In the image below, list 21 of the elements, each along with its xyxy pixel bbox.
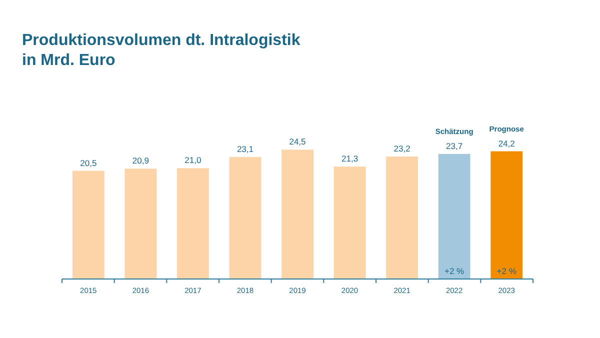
- bar: [177, 168, 209, 279]
- chart-title: Produktionsvolumen dt. Intralogistik in Mrd. Euro: [22, 32, 300, 69]
- bar: [229, 157, 262, 279]
- bar: [72, 170, 104, 279]
- bar: [490, 151, 523, 279]
- data-label: 21,3: [342, 154, 358, 164]
- data-label: 20,9: [132, 156, 150, 166]
- bar: [438, 154, 470, 279]
- bar: [334, 166, 366, 279]
- bar: [282, 150, 314, 279]
- data-label: 20,5: [80, 158, 97, 168]
- bar: [386, 156, 418, 279]
- data-label: 23,1: [236, 144, 254, 154]
- annotation: +2 %: [444, 266, 465, 276]
- data-label: 24,5: [289, 136, 306, 147]
- data-label: 21,0: [184, 155, 202, 166]
- data-label: 23,7: [446, 140, 463, 151]
- data-label: 23,2: [394, 144, 411, 154]
- bar: [124, 168, 157, 279]
- data-label: 24,2: [498, 138, 516, 148]
- annotation: +2 %: [496, 266, 517, 276]
